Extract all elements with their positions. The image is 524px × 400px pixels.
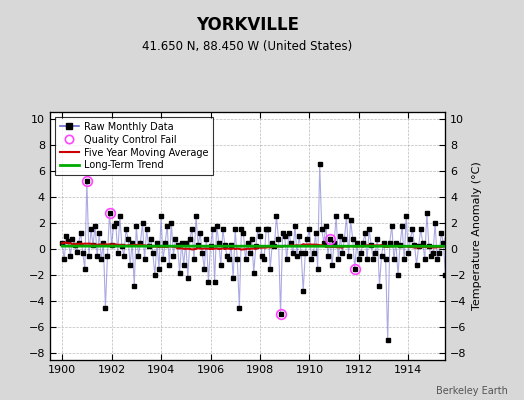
Text: 41.650 N, 88.450 W (United States): 41.650 N, 88.450 W (United States) — [143, 40, 353, 53]
Text: Berkeley Earth: Berkeley Earth — [436, 386, 508, 396]
Text: YORKVILLE: YORKVILLE — [196, 16, 299, 34]
Legend: Raw Monthly Data, Quality Control Fail, Five Year Moving Average, Long-Term Tren: Raw Monthly Data, Quality Control Fail, … — [54, 117, 213, 175]
Y-axis label: Temperature Anomaly (°C): Temperature Anomaly (°C) — [472, 162, 482, 310]
